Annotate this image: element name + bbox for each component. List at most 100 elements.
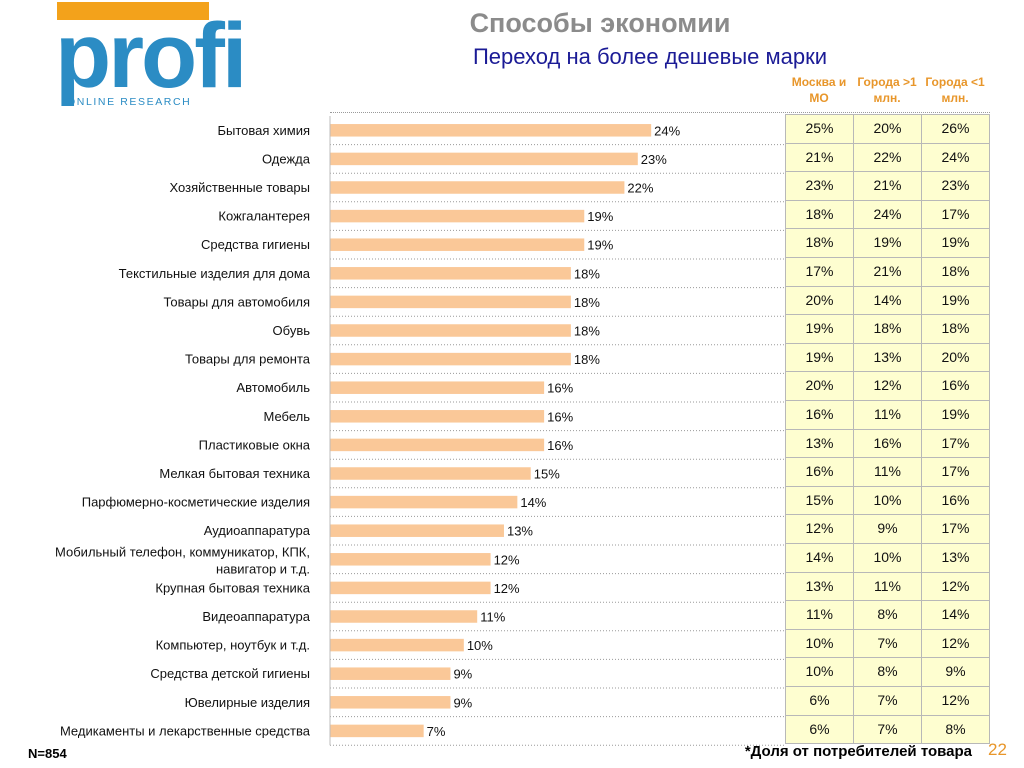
bar bbox=[330, 724, 424, 738]
bar bbox=[330, 352, 571, 366]
table-cell-large-cities: 7% bbox=[853, 628, 922, 659]
category-label: Мелкая бытовая техника bbox=[159, 466, 310, 481]
bar bbox=[330, 181, 625, 194]
table-cell-large-cities: 12% bbox=[853, 371, 922, 401]
bar bbox=[330, 324, 571, 337]
value-label: 22% bbox=[627, 181, 653, 196]
table-cell-moscow: 21% bbox=[785, 142, 854, 173]
table-cell-small-cities: 9% bbox=[921, 657, 990, 687]
value-label: 10% bbox=[467, 638, 493, 653]
bar bbox=[330, 610, 478, 623]
category-label: Текстильные изделия для дома bbox=[119, 266, 311, 281]
bar bbox=[330, 152, 638, 166]
table-cell-moscow: 11% bbox=[785, 600, 854, 630]
category-label: Медикаменты и лекарственные средства bbox=[60, 723, 311, 738]
category-label: Аудиоаппаратура bbox=[204, 523, 311, 538]
value-label: 18% bbox=[574, 266, 600, 281]
table-cell-large-cities: 22% bbox=[853, 142, 922, 173]
category-label: Средства гигиены bbox=[201, 237, 310, 252]
bar bbox=[330, 267, 571, 280]
value-label: 16% bbox=[547, 438, 573, 453]
logo-wordmark: profi bbox=[55, 5, 247, 107]
page-subtitle: Переход на более дешевые марки bbox=[472, 44, 828, 69]
table-cell-moscow: 14% bbox=[785, 543, 854, 573]
table-cell-moscow: 20% bbox=[785, 371, 854, 401]
category-label: Средства детской гигиены bbox=[150, 666, 310, 681]
category-label: Компьютер, ноутбук и т.д. bbox=[156, 638, 310, 653]
value-label: 24% bbox=[654, 123, 680, 138]
value-label: 12% bbox=[494, 581, 520, 596]
value-label: 9% bbox=[453, 695, 472, 710]
category-label: Автомобиль bbox=[236, 380, 310, 395]
bar bbox=[330, 667, 451, 680]
table-cell-large-cities: 13% bbox=[853, 342, 922, 373]
table-cell-moscow: 13% bbox=[785, 428, 854, 459]
bar bbox=[330, 410, 545, 423]
category-label: Одежда bbox=[262, 151, 311, 166]
table-cell-moscow: 16% bbox=[785, 457, 854, 487]
company-logo: profi ONLINE RESEARCH bbox=[55, 0, 247, 112]
table-cell-small-cities: 16% bbox=[921, 485, 990, 516]
table-cell-small-cities: 23% bbox=[921, 171, 990, 201]
category-label: Видеоаппаратура bbox=[202, 609, 310, 624]
footnote: *Доля от потребителей товара bbox=[744, 743, 972, 760]
table-cell-small-cities: 19% bbox=[921, 400, 990, 430]
value-label: 12% bbox=[494, 552, 520, 567]
category-label: Мебель bbox=[263, 409, 310, 424]
table-cell-small-cities: 17% bbox=[921, 457, 990, 487]
category-label: Кожгалантерея bbox=[218, 209, 310, 224]
top-divider bbox=[330, 112, 990, 113]
table-cell-large-cities: 11% bbox=[853, 571, 922, 602]
table-cell-moscow: 19% bbox=[785, 314, 854, 344]
table-cell-large-cities: 21% bbox=[853, 171, 922, 201]
table-cell-large-cities: 7% bbox=[853, 686, 922, 716]
category-label: Мобильный телефон, коммуникатор, КПК, нав… bbox=[55, 544, 310, 576]
table-cell-large-cities: 9% bbox=[853, 514, 922, 544]
logo-subtitle: ONLINE RESEARCH bbox=[67, 96, 192, 108]
value-label: 18% bbox=[574, 295, 600, 310]
table-cell-moscow: 10% bbox=[785, 628, 854, 659]
table-cell-small-cities: 12% bbox=[921, 571, 990, 602]
table-cell-moscow: 10% bbox=[785, 657, 854, 687]
value-label: 18% bbox=[574, 352, 600, 367]
table-cell-large-cities: 16% bbox=[853, 428, 922, 459]
table-cell-small-cities: 18% bbox=[921, 314, 990, 344]
bar bbox=[330, 524, 504, 537]
table-cell-moscow: 6% bbox=[785, 714, 854, 745]
table-cell-small-cities: 24% bbox=[921, 142, 990, 173]
table-cell-moscow: 17% bbox=[785, 257, 854, 287]
bar bbox=[330, 467, 531, 480]
value-label: 18% bbox=[574, 324, 600, 339]
bar bbox=[330, 581, 491, 595]
table-header-large-cities: Города >1 млн. bbox=[857, 75, 917, 105]
table-cell-large-cities: 14% bbox=[853, 285, 922, 316]
table-cell-large-cities: 11% bbox=[853, 400, 922, 430]
table-cell-small-cities: 16% bbox=[921, 371, 990, 401]
table-cell-moscow: 20% bbox=[785, 285, 854, 316]
table-cell-small-cities: 13% bbox=[921, 543, 990, 573]
bar bbox=[330, 638, 464, 652]
table-cell-moscow: 23% bbox=[785, 171, 854, 201]
table-cell-small-cities: 12% bbox=[921, 686, 990, 716]
page-number: 22 bbox=[988, 740, 1007, 759]
value-label: 11% bbox=[480, 610, 505, 625]
table-cell-large-cities: 10% bbox=[853, 485, 922, 516]
category-label: Пластиковые окна bbox=[199, 437, 311, 452]
table-cell-large-cities: 7% bbox=[853, 714, 922, 745]
table-cell-moscow: 15% bbox=[785, 485, 854, 516]
bar bbox=[330, 495, 518, 509]
table-cell-small-cities: 18% bbox=[921, 257, 990, 287]
category-label: Ювелирные изделия bbox=[185, 695, 310, 710]
category-label: Бытовая химия bbox=[217, 123, 310, 138]
value-label: 9% bbox=[453, 667, 472, 682]
value-label: 16% bbox=[547, 409, 573, 424]
category-label: Товары для автомобиля bbox=[163, 294, 310, 309]
category-label: Парфюмерно-косметические изделия bbox=[82, 495, 310, 510]
table-cell-moscow: 6% bbox=[785, 686, 854, 716]
page-title: Способы экономии bbox=[469, 8, 731, 38]
value-label: 13% bbox=[507, 524, 533, 539]
table-cell-moscow: 13% bbox=[785, 571, 854, 602]
table-cell-large-cities: 19% bbox=[853, 228, 922, 258]
table-cell-moscow: 25% bbox=[785, 114, 854, 144]
